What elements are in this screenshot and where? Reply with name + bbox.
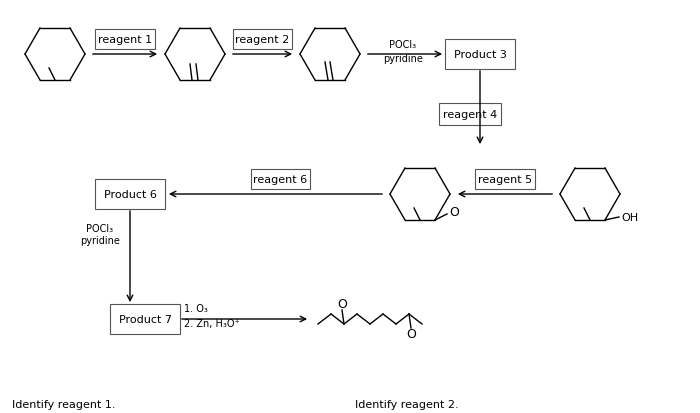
Text: pyridine: pyridine <box>80 235 120 245</box>
Text: reagent 5: reagent 5 <box>478 175 532 185</box>
Text: reagent 1: reagent 1 <box>98 35 152 45</box>
Text: pyridine: pyridine <box>383 54 423 64</box>
Text: O: O <box>406 328 416 341</box>
Text: OH: OH <box>621 212 638 223</box>
Text: 1. O₃: 1. O₃ <box>184 303 208 313</box>
Text: O: O <box>337 298 347 311</box>
FancyBboxPatch shape <box>251 170 311 190</box>
FancyBboxPatch shape <box>110 304 180 334</box>
Text: reagent 2: reagent 2 <box>235 35 290 45</box>
Text: O: O <box>449 206 459 219</box>
FancyBboxPatch shape <box>95 30 155 50</box>
Text: reagent 4: reagent 4 <box>443 110 497 120</box>
FancyBboxPatch shape <box>439 104 501 126</box>
FancyBboxPatch shape <box>95 180 165 209</box>
Text: reagent 6: reagent 6 <box>253 175 307 185</box>
Text: POCl₃: POCl₃ <box>389 40 416 50</box>
Text: Product 3: Product 3 <box>454 50 506 60</box>
Text: Identify reagent 2.: Identify reagent 2. <box>355 399 458 409</box>
Text: Product 6: Product 6 <box>104 190 156 199</box>
FancyBboxPatch shape <box>232 30 293 50</box>
FancyBboxPatch shape <box>475 170 535 190</box>
Text: POCl₃: POCl₃ <box>86 223 113 233</box>
Text: Identify reagent 1.: Identify reagent 1. <box>12 399 116 409</box>
Text: 2. Zn, H₃O⁺: 2. Zn, H₃O⁺ <box>184 318 239 328</box>
Text: Product 7: Product 7 <box>118 314 172 324</box>
FancyBboxPatch shape <box>445 40 515 70</box>
